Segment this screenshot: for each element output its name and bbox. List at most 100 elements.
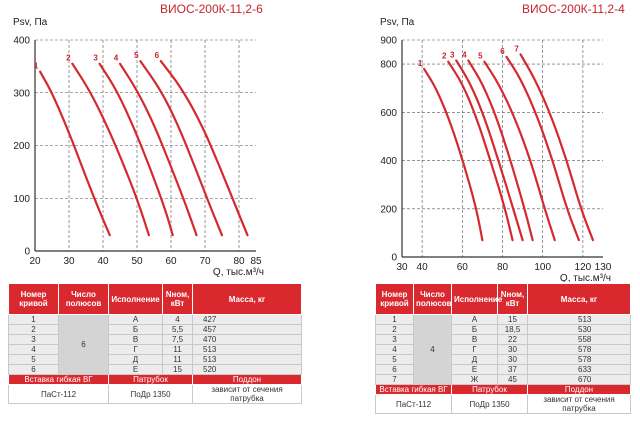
table-row: 1 6 А 4 427 <box>8 314 302 375</box>
table-row: 4 Г 11 513 <box>8 344 302 355</box>
power: 5,5 <box>162 324 193 335</box>
curve-4 <box>467 59 534 242</box>
x-tick-label: 40 <box>97 256 109 267</box>
y-tick-label: 200 <box>13 141 30 152</box>
execution: Д <box>108 354 163 365</box>
y-tick-label: 0 <box>391 253 397 264</box>
nozzle-value: ПоДр 1350 <box>451 394 528 414</box>
execution: Б <box>108 324 163 335</box>
curve-number: 1 <box>375 314 414 325</box>
header-curve-number: Номер кривой <box>8 283 59 315</box>
spec-table: Номер кривой Число полюсов Исполнение Nн… <box>375 283 631 414</box>
mass: 530 <box>527 324 631 335</box>
curve-1 <box>423 67 484 242</box>
execution: В <box>451 334 498 345</box>
curve-5 <box>483 60 556 242</box>
panel-fan-4-pole: ВИОС-200К-11,2-4 30 40 60 80 100 120 130 0 200 40… <box>320 0 640 424</box>
curve-1 <box>39 70 111 237</box>
curve-4 <box>118 62 198 237</box>
curve-3 <box>98 62 174 237</box>
mass: 470 <box>192 334 302 345</box>
panel-fan-6-pole: ВИОС-200К-11,2-6 20 30 40 50 60 70 80 85 0 100 200… <box>8 2 302 404</box>
y-tick-label: 400 <box>380 156 397 167</box>
table-row: 3 В 7,5 470 <box>8 334 302 345</box>
spec-table: Номер кривой Число полюсов Исполнение Nн… <box>8 283 302 404</box>
x-tick-label: 80 <box>497 262 509 273</box>
x-tick-label: 85 <box>250 256 262 267</box>
y-tick-label: 800 <box>380 60 397 71</box>
power: 11 <box>162 344 193 355</box>
execution: Д <box>451 354 498 365</box>
x-tick-label: 80 <box>233 256 245 267</box>
execution: А <box>451 314 498 325</box>
header-poles: Число полюсов <box>413 283 452 315</box>
power: 45 <box>497 374 528 385</box>
curve-number: 1 <box>8 314 59 325</box>
execution: Ж <box>451 374 498 385</box>
power: 30 <box>497 354 528 365</box>
x-tick-label: 60 <box>165 256 177 267</box>
pressure-flow-chart: 30 40 60 80 100 120 130 0 200 400 600 800 900 Psv, Па… <box>380 17 612 282</box>
header-power: Nном, кВт <box>162 283 193 315</box>
curve-label-1: 1 <box>34 62 39 71</box>
header-power: Nном, кВт <box>497 283 528 315</box>
curve-label-5: 5 <box>478 52 483 61</box>
power: 18,5 <box>497 324 528 335</box>
table-row: 7 Ж 45 670 <box>375 374 631 385</box>
flex-insert-value: ПаСт-112 <box>8 384 109 404</box>
tray-header: Поддон <box>192 374 302 385</box>
x-tick-label: 70 <box>199 256 211 267</box>
model-title: ВИОС-200К-11,2-6 <box>160 2 263 16</box>
mass: 427 <box>192 314 302 325</box>
table-row: 4 Г 30 578 <box>375 344 631 355</box>
accessories-values-row: ПаСт-112 ПоДр 1350 зависит от сечения патр… <box>8 384 302 404</box>
y-tick-label: 400 <box>13 36 30 47</box>
x-axis-label: Q, тыс.м³/ч <box>560 273 611 282</box>
curve-6 <box>505 55 580 242</box>
mass: 520 <box>192 364 302 375</box>
nozzle-header: Патрубок <box>451 384 528 395</box>
curve-number: 6 <box>8 364 59 375</box>
nozzle-header: Патрубок <box>108 374 193 385</box>
table-row: 1 4 А 15 513 <box>375 314 631 385</box>
curve-7 <box>519 53 595 242</box>
curve-label-2: 2 <box>66 54 71 63</box>
x-tick-label: 40 <box>417 262 429 273</box>
y-axis-label: Psv, Па <box>13 17 48 28</box>
mass: 558 <box>527 334 631 345</box>
accessories-values-row: ПаСт-112 ПоДр 1350 зависит от сечения патр… <box>375 394 631 414</box>
execution: Е <box>108 364 163 375</box>
curve-number: 3 <box>375 334 414 345</box>
y-tick-label: 0 <box>24 247 30 258</box>
y-tick-label: 600 <box>380 108 397 119</box>
curve-label-5: 5 <box>134 51 139 60</box>
accessories-header-row: Вставка гибкая ВГ Патрубок Поддон <box>8 374 302 385</box>
x-tick-label: 30 <box>63 256 75 267</box>
tray-header: Поддон <box>527 384 631 395</box>
curve-number: 6 <box>375 364 414 375</box>
x-tick-label: 20 <box>29 256 41 267</box>
power: 37 <box>497 364 528 375</box>
curve-label-4: 4 <box>462 50 467 59</box>
curve-5 <box>139 60 224 237</box>
table-row: 5 Д 30 578 <box>375 354 631 365</box>
power: 4 <box>162 314 193 325</box>
curve-number: 2 <box>8 324 59 335</box>
mass: 578 <box>527 344 631 355</box>
curve-label-6: 6 <box>155 51 160 60</box>
execution: Е <box>451 364 498 375</box>
execution: Б <box>451 324 498 335</box>
flex-insert-header: Вставка гибкая ВГ <box>375 384 452 395</box>
curve-label-3: 3 <box>450 50 455 59</box>
curve-label-4: 4 <box>114 54 119 63</box>
power: 15 <box>162 364 193 375</box>
pressure-flow-chart: 20 30 40 50 60 70 80 85 0 100 200 300 400 Psv, Па Q, т… <box>13 17 264 278</box>
x-tick-label: 130 <box>595 262 612 273</box>
power: 7,5 <box>162 334 193 345</box>
model-title: ВИОС-200К-11,2-4 <box>522 2 625 16</box>
pole-count: 6 <box>58 314 109 375</box>
pole-count: 4 <box>413 314 452 385</box>
curve-3 <box>455 59 524 242</box>
x-tick-label: 120 <box>575 262 592 273</box>
nozzle-value: ПоДр 1350 <box>108 384 193 404</box>
